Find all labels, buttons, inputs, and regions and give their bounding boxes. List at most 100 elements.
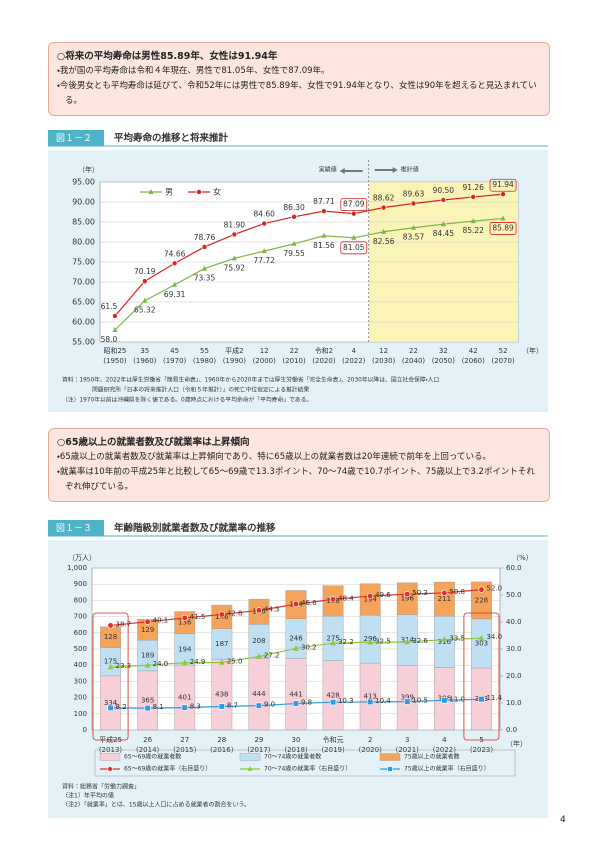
value-label: 208	[252, 637, 265, 645]
value-label: 8.3	[190, 703, 201, 711]
value-label: 365	[141, 696, 154, 704]
value-label: 9.0	[264, 701, 275, 709]
y-tick-label: 55.00	[72, 338, 95, 347]
note: （注）1970年以前は沖縄県を除く値である。0歳時点における平均余命が「平均寿命…	[62, 396, 312, 404]
value-label: 187	[215, 640, 228, 648]
value-label: 11.0	[449, 695, 465, 703]
value-label: 8.2	[116, 703, 127, 711]
x-tick-year: (2040)	[402, 357, 426, 365]
value-label: 44.3	[264, 605, 280, 613]
y-tick-label: 80.00	[72, 238, 95, 247]
point	[144, 618, 151, 625]
legend-label: 男	[165, 188, 173, 197]
value-label: 316	[438, 638, 452, 646]
legend-label: 女	[213, 187, 221, 197]
point	[255, 607, 263, 614]
point	[247, 766, 253, 771]
value-label: 81.90	[224, 220, 246, 229]
value-label: 34.0	[486, 633, 502, 641]
point	[500, 215, 506, 221]
value-label: 46.6	[301, 599, 317, 607]
point	[387, 766, 393, 772]
x-tick-label: 4	[352, 347, 357, 355]
value-label: 10.4	[375, 697, 391, 705]
y-tick-label: 900	[74, 580, 87, 588]
x-tick-label: 35	[140, 347, 149, 355]
x-tick-label: 22	[409, 347, 418, 355]
value-label: 24.0	[153, 660, 169, 668]
y-tick-label: 500	[74, 645, 87, 653]
x-tick-label: 27	[180, 736, 189, 744]
box-bullet: ・就業率は10年前の平成25年と比較して65～69歳で13.3ポイント、70～7…	[57, 467, 535, 492]
point	[367, 592, 374, 600]
point	[255, 702, 263, 709]
point	[291, 240, 297, 246]
point	[261, 248, 267, 254]
value-label: 70.19	[134, 267, 156, 276]
point	[440, 197, 447, 203]
x-tick-year: (1960)	[133, 357, 157, 365]
legend-label: 70～74歳の就業率（右目盛り）	[264, 765, 351, 773]
x-tick-year: (2030)	[372, 357, 396, 365]
x-tick-year: (1990)	[223, 357, 247, 365]
value-label: 246	[289, 635, 303, 643]
legend-swatch	[379, 753, 401, 761]
highlight	[463, 612, 500, 741]
point	[500, 191, 506, 198]
value-label: 38.7	[116, 621, 132, 629]
x-tick-label: 30	[292, 736, 301, 744]
value-label: 81.56	[313, 241, 335, 250]
value-label: 87.71	[313, 197, 335, 206]
value-label: 91.26	[462, 183, 484, 192]
value-label: 10.3	[338, 697, 354, 705]
value-label: 74.66	[164, 249, 186, 258]
value-label: 189	[141, 652, 154, 660]
value-label: 61.5	[101, 302, 118, 311]
point	[107, 622, 114, 629]
x-tick-label: 42	[469, 347, 478, 355]
x-tick-year: (2070)	[491, 357, 515, 365]
bar-segment	[359, 583, 381, 616]
point	[196, 189, 202, 195]
figure-tag	[48, 520, 104, 536]
y-tick-label: 90.00	[72, 198, 95, 207]
x-tick-label: 3	[405, 736, 409, 744]
point	[144, 705, 151, 712]
value-label: 86.30	[283, 203, 305, 212]
point	[380, 204, 387, 211]
box-bullet: ・我が国の平均寿命は令和４年現在、男性で81.05年、女性で87.09年。	[57, 66, 330, 76]
value-label: 40.1	[153, 617, 169, 625]
value-label: 85.89	[492, 223, 514, 232]
point	[292, 601, 300, 608]
value-label: 438	[215, 691, 228, 699]
value-label: 49.6	[375, 591, 391, 599]
point	[470, 194, 477, 200]
point	[330, 639, 336, 646]
value-label: 175	[104, 658, 117, 666]
x-tick-label: 26	[143, 736, 152, 744]
y-tick-label: 60.00	[72, 318, 95, 327]
point	[404, 591, 411, 598]
x-tick-label: 12	[260, 347, 269, 355]
x-tick-label: 4	[442, 736, 447, 744]
value-label: 275	[326, 634, 339, 642]
value-label: 136	[178, 619, 192, 627]
x-tick-label: 平成2	[225, 346, 243, 355]
x-tick-label: 22	[290, 347, 299, 355]
value-label: 196	[401, 595, 415, 603]
box-heading: ○将来の平均寿命は男性85.89年、女性は91.94年	[57, 51, 278, 62]
point	[112, 313, 118, 319]
note: 問題研究所「日本の将来推計人口（令和５年推計）」の死亡中位仮定による推計結果	[92, 386, 309, 394]
point	[367, 638, 373, 645]
note: 資料：1950年、2022年は厚生労働省「簡易生命表」、1960年から2020年…	[62, 376, 439, 384]
x-tick-label: 2	[368, 736, 372, 744]
value-label: 194	[178, 645, 192, 653]
value-label: 88.62	[373, 194, 395, 203]
figure-title: 平均寿命の推移と将来推計	[114, 132, 229, 144]
x-unit: （年）	[506, 739, 527, 748]
y2-tick-label: 50.0	[506, 591, 522, 599]
value-label: 128	[104, 633, 117, 641]
point	[292, 700, 300, 707]
y2-unit: （%）	[512, 554, 533, 562]
